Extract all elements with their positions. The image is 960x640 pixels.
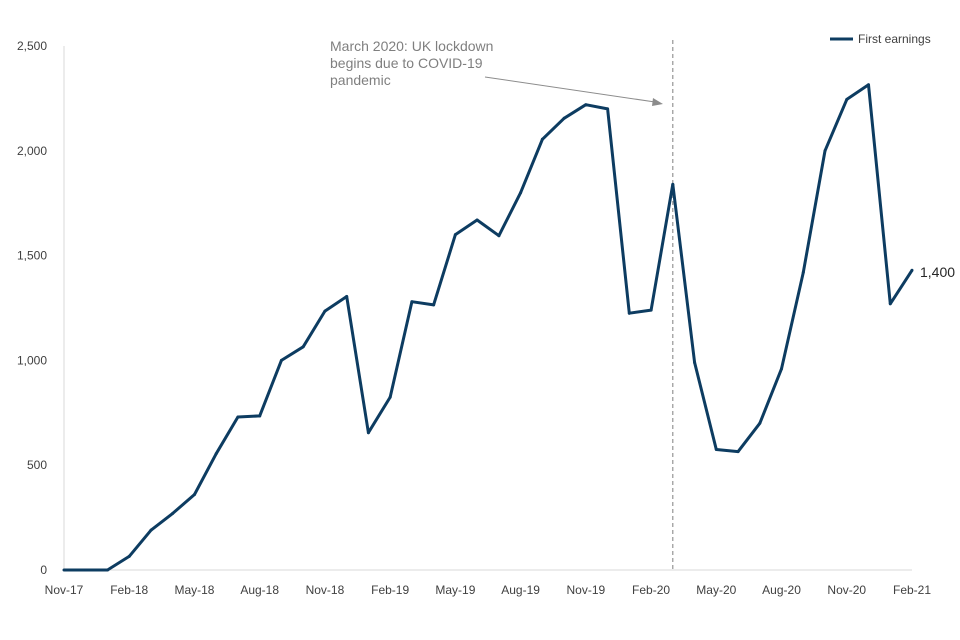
data-point xyxy=(171,511,175,515)
data-point xyxy=(540,137,544,141)
data-point xyxy=(149,528,153,532)
x-tick-label: May-18 xyxy=(174,583,214,597)
data-point xyxy=(671,182,675,186)
data-point xyxy=(845,97,849,101)
data-point xyxy=(627,311,631,315)
x-tick-label: Aug-20 xyxy=(762,583,801,597)
x-tick-label: May-19 xyxy=(435,583,475,597)
x-tick-label: Feb-18 xyxy=(110,583,148,597)
data-point xyxy=(258,414,262,418)
x-tick-label: Feb-20 xyxy=(632,583,670,597)
data-point xyxy=(780,367,784,371)
data-point xyxy=(888,302,892,306)
x-tick-label: Feb-21 xyxy=(893,583,931,597)
data-point xyxy=(279,358,283,362)
data-point xyxy=(693,360,697,364)
x-tick-label: Nov-18 xyxy=(306,583,345,597)
x-tick-label: Nov-17 xyxy=(45,583,84,597)
x-axis-ticks: Nov-17 Feb-18 May-18 Aug-18 Nov-18 Feb-19 May-… xyxy=(45,583,932,597)
x-tick-label: May-20 xyxy=(696,583,736,597)
y-tick-label: 2,500 xyxy=(17,39,47,53)
y-tick-label: 500 xyxy=(27,458,47,472)
data-point xyxy=(910,268,914,272)
annotation-arrowhead xyxy=(652,98,663,106)
y-tick-label: 0 xyxy=(40,563,47,577)
data-point xyxy=(388,395,392,399)
y-tick-label: 1,000 xyxy=(17,353,47,367)
data-point xyxy=(801,270,805,274)
data-point xyxy=(867,83,871,87)
data-points xyxy=(62,83,914,572)
data-point xyxy=(519,191,523,195)
y-axis-ticks: 0 500 1,000 1,500 2,000 2,500 xyxy=(17,39,47,577)
data-point xyxy=(62,568,66,572)
data-point xyxy=(475,218,479,222)
data-point xyxy=(453,233,457,237)
data-point xyxy=(584,103,588,107)
data-point xyxy=(649,308,653,312)
data-point xyxy=(214,452,218,456)
x-tick-label: Nov-20 xyxy=(827,583,866,597)
x-tick-label: Nov-19 xyxy=(567,583,606,597)
legend-label: First earnings xyxy=(858,32,931,46)
annotation-arrow-line xyxy=(484,76,656,103)
end-value-label: 1,400 xyxy=(920,264,955,280)
data-point xyxy=(432,303,436,307)
x-tick-label: Aug-19 xyxy=(501,583,540,597)
data-point xyxy=(410,300,414,304)
annotation: March 2020: UK lockdown begins due to CO… xyxy=(330,38,663,106)
annotation-line-2: begins due to COVID-19 xyxy=(330,55,483,71)
data-point xyxy=(758,421,762,425)
data-point xyxy=(236,415,240,419)
annotation-line-1: March 2020: UK lockdown xyxy=(330,38,493,54)
x-tick-label: Aug-18 xyxy=(240,583,279,597)
data-point xyxy=(366,431,370,435)
data-point xyxy=(562,116,566,120)
data-point xyxy=(192,493,196,497)
legend: First earnings xyxy=(830,32,931,46)
data-point xyxy=(301,345,305,349)
data-point xyxy=(84,568,88,572)
data-point xyxy=(497,234,501,238)
y-tick-label: 1,500 xyxy=(17,249,47,263)
data-point xyxy=(606,107,610,111)
data-point xyxy=(323,309,327,313)
x-tick-label: Feb-19 xyxy=(371,583,409,597)
data-point xyxy=(736,450,740,454)
data-point xyxy=(823,149,827,153)
data-point xyxy=(345,294,349,298)
data-point xyxy=(105,568,109,572)
first-earnings-series-line xyxy=(64,83,914,572)
y-tick-label: 2,000 xyxy=(17,144,47,158)
data-point xyxy=(714,447,718,451)
annotation-line-3: pandemic xyxy=(330,72,391,88)
data-point xyxy=(127,554,131,558)
